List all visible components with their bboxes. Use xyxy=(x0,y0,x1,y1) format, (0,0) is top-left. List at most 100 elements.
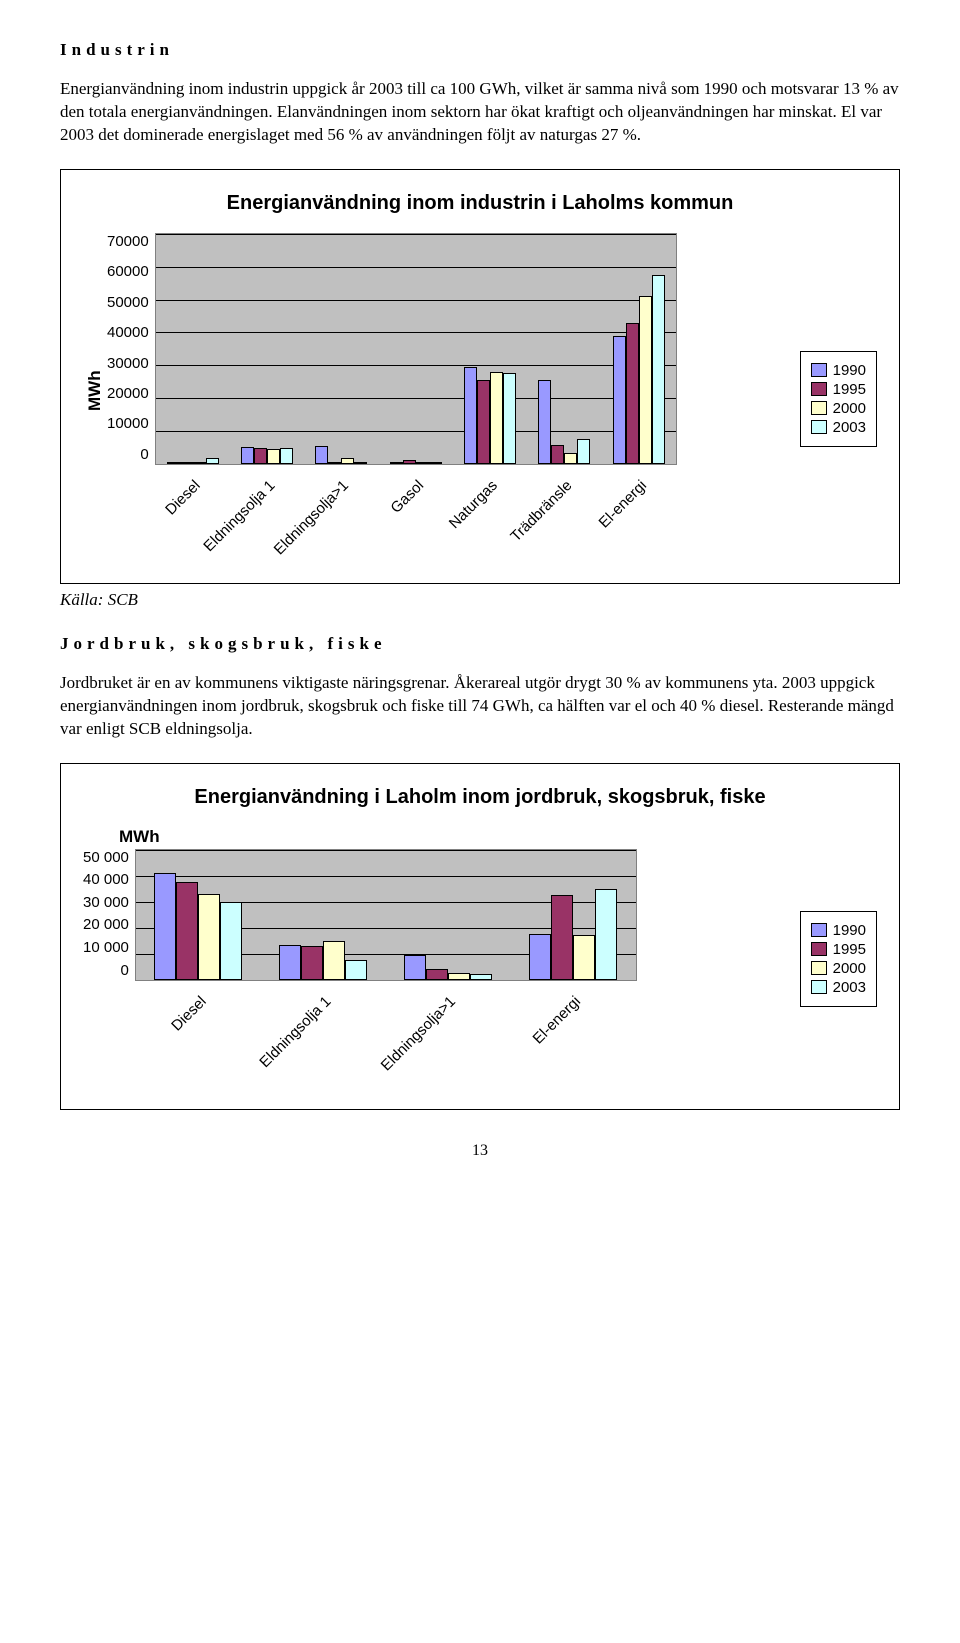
chart1-plot xyxy=(155,233,677,465)
legend-swatch xyxy=(811,942,827,956)
chart1-yticks: 700006000050000400003000020000100000 xyxy=(107,233,155,463)
bar xyxy=(573,935,595,979)
ytick-label: 10000 xyxy=(107,415,149,432)
chart1-xticks: DieselEldningsolja 1Eldningsolja>1GasolN… xyxy=(155,465,675,565)
xtick-label: El-energi xyxy=(530,993,584,1047)
bar-group xyxy=(511,889,636,980)
xtick-label: El-energi xyxy=(595,477,649,531)
bar xyxy=(180,462,193,464)
ytick-label: 30 000 xyxy=(83,894,129,911)
xtick-label: Gasol xyxy=(387,477,427,517)
legend-swatch xyxy=(811,401,827,415)
bar-group xyxy=(386,955,511,980)
bar xyxy=(220,902,242,980)
xtick-label: Eldningsolja>1 xyxy=(378,993,459,1074)
bar-group xyxy=(601,275,675,464)
bar xyxy=(564,453,577,464)
bar xyxy=(167,462,180,464)
ytick-label: 60000 xyxy=(107,263,149,280)
bar xyxy=(464,367,477,464)
bar xyxy=(254,448,267,464)
bar xyxy=(206,458,219,464)
bar xyxy=(448,973,470,980)
bar xyxy=(390,462,403,464)
legend-swatch xyxy=(811,382,827,396)
xtick-label: Diesel xyxy=(168,993,209,1034)
xtick-label: Eldningsolja 1 xyxy=(256,993,334,1071)
legend-swatch xyxy=(811,923,827,937)
legend-label: 2000 xyxy=(833,960,866,977)
bar xyxy=(613,336,626,464)
ytick-label: 40000 xyxy=(107,324,149,341)
legend-label: 1990 xyxy=(833,362,866,379)
bar xyxy=(345,960,367,980)
bar xyxy=(639,296,652,464)
bar-group xyxy=(136,873,261,980)
bar xyxy=(315,446,328,464)
ytick-label: 0 xyxy=(121,962,129,979)
bar-group xyxy=(304,446,378,464)
chart1-ylabel: MWh xyxy=(85,387,105,411)
bar-group xyxy=(379,460,453,464)
bar xyxy=(193,462,206,464)
chart2-container: Energianvändning i Laholm inom jordbruk,… xyxy=(60,763,900,1110)
bar xyxy=(538,380,551,464)
chart2-ylabel: MWh xyxy=(119,827,160,847)
legend-item: 2000 xyxy=(811,960,866,977)
bar xyxy=(280,448,293,463)
ytick-label: 20000 xyxy=(107,385,149,402)
bar xyxy=(470,974,492,979)
bar-group xyxy=(527,380,601,464)
legend-label: 1995 xyxy=(833,941,866,958)
chart1-container: Energianvändning inom industrin i Laholm… xyxy=(60,169,900,584)
xtick-label: Naturgas xyxy=(446,477,501,532)
chart2-plot xyxy=(135,849,637,981)
ytick-label: 0 xyxy=(140,446,148,463)
legend-label: 2000 xyxy=(833,400,866,417)
bar-group xyxy=(261,941,386,980)
heading-industrin: Industrin xyxy=(60,40,900,60)
legend-item: 2003 xyxy=(811,979,866,996)
bar xyxy=(595,889,617,980)
bar xyxy=(403,460,416,464)
bar xyxy=(279,945,301,980)
legend-item: 2000 xyxy=(811,400,866,417)
chart2-legend: 1990 1995 2000 2003 xyxy=(800,911,877,1007)
source-label: Källa: SCB xyxy=(60,590,900,610)
heading-jordbruk: Jordbruk, skogsbruk, fiske xyxy=(60,634,900,654)
legend-label: 1990 xyxy=(833,922,866,939)
bar xyxy=(154,873,176,980)
legend-label: 1995 xyxy=(833,381,866,398)
bar-group xyxy=(453,367,527,464)
xtick-label: Diesel xyxy=(162,477,203,518)
ytick-label: 30000 xyxy=(107,355,149,372)
legend-item: 2003 xyxy=(811,419,866,436)
ytick-label: 20 000 xyxy=(83,916,129,933)
bar xyxy=(241,447,254,464)
bar xyxy=(198,894,220,980)
bar xyxy=(267,449,280,464)
bar xyxy=(176,882,198,980)
bar xyxy=(429,462,442,464)
legend-swatch xyxy=(811,961,827,975)
bar xyxy=(416,462,429,464)
legend-item: 1995 xyxy=(811,941,866,958)
chart2-title: Energianvändning i Laholm inom jordbruk,… xyxy=(83,786,877,809)
chart1-title: Energianvändning inom industrin i Laholm… xyxy=(83,192,877,215)
bar xyxy=(626,323,639,464)
bar xyxy=(551,895,573,980)
page-number: 13 xyxy=(60,1142,900,1160)
legend-swatch xyxy=(811,363,827,377)
bar xyxy=(426,969,448,979)
paragraph-1: Energianvändning inom industrin uppgick … xyxy=(60,78,900,147)
bar xyxy=(341,458,354,464)
bar xyxy=(529,934,551,980)
legend-label: 2003 xyxy=(833,979,866,996)
bar xyxy=(503,373,516,463)
ytick-label: 10 000 xyxy=(83,939,129,956)
bar xyxy=(551,445,564,464)
ytick-label: 70000 xyxy=(107,233,149,250)
bar xyxy=(577,439,590,464)
bar xyxy=(490,372,503,464)
legend-item: 1995 xyxy=(811,381,866,398)
